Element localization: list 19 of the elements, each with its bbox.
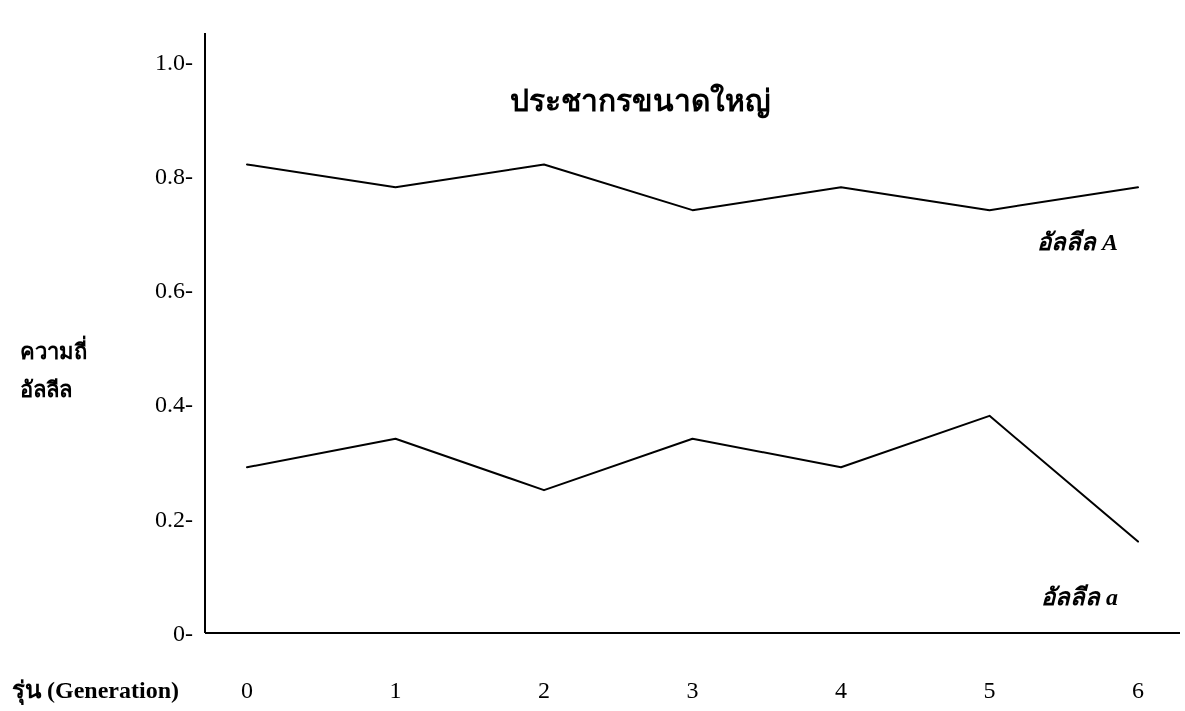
line-series (246, 414, 1139, 543)
y-tick-label: 0- (173, 620, 193, 646)
x-tick-label: 0 (241, 677, 253, 703)
series-label: อัลลีล a (1041, 583, 1118, 610)
x-axis-title: รุ่น (Generation) (12, 677, 179, 706)
y-tick-label: 0.4- (155, 391, 193, 418)
text: ประชากรขนาดใหญ่ (509, 82, 771, 119)
y-tick-label: 0.6- (155, 277, 193, 304)
y-tick-label: 0.2- (155, 505, 193, 532)
y-tick-label: 0.8- (155, 162, 193, 189)
x-tick-label: 6 (1132, 677, 1144, 703)
x-tick-label: 5 (983, 677, 996, 703)
y-axis-title: ความถี่ อัลลีล (20, 334, 87, 402)
x-tick-label: 4 (835, 677, 847, 703)
x-tick-label: 2 (538, 677, 550, 703)
y-tick-label: 1.0- (155, 48, 193, 75)
x-tick-label: 3 (686, 677, 699, 703)
x-tick-label: 1 (389, 677, 402, 703)
series-label: อัลลีล A (1036, 229, 1118, 256)
